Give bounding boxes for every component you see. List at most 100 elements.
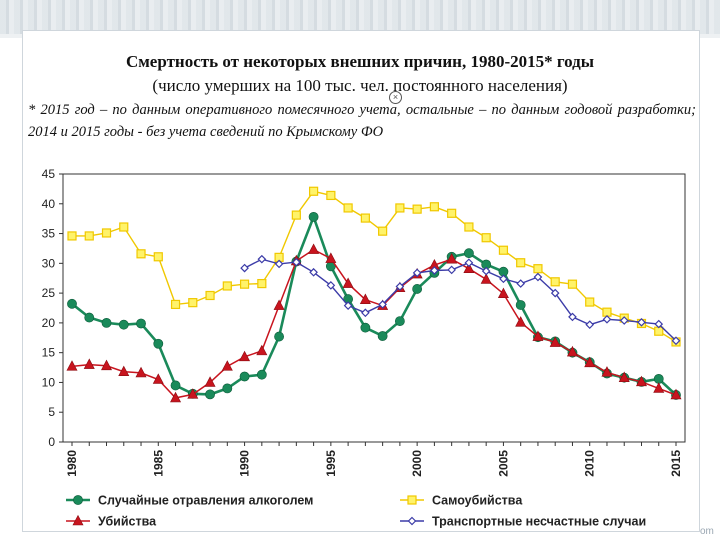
data-point (205, 290, 215, 301)
data-point (67, 298, 77, 309)
data-point (463, 262, 475, 273)
data-point (653, 382, 665, 393)
data-point (407, 516, 417, 526)
data-point (670, 388, 682, 400)
data-point (343, 203, 353, 213)
data-point (257, 254, 267, 264)
data-point (447, 208, 457, 218)
data-point (152, 373, 164, 384)
x-tick-label: 2005 (496, 450, 510, 477)
data-point (533, 272, 543, 282)
data-point (395, 203, 405, 213)
data-point (359, 293, 371, 304)
y-tick-label: 30 (42, 256, 56, 270)
close-circle-icon[interactable]: × (389, 91, 402, 104)
data-point (101, 359, 113, 371)
legend-label: Убийства (98, 515, 157, 529)
legend-label: Случайные отравления алкоголем (98, 494, 313, 508)
data-point (170, 380, 181, 391)
data-point (515, 316, 527, 327)
x-tick-label: 2010 (583, 450, 597, 477)
y-tick-label: 20 (42, 316, 56, 330)
data-point (325, 252, 337, 263)
data-point (446, 253, 458, 264)
data-point (497, 287, 509, 299)
data-point (394, 316, 405, 327)
data-point (481, 233, 491, 243)
data-point (153, 252, 163, 262)
data-point (407, 495, 417, 505)
data-point (309, 186, 319, 196)
data-point (654, 319, 664, 329)
watermark-text: om (700, 526, 714, 537)
data-point (66, 360, 78, 371)
data-point (566, 345, 578, 357)
data-point (308, 243, 320, 254)
data-point (274, 259, 284, 269)
data-point (671, 336, 681, 346)
data-point (118, 319, 129, 330)
chart-subtitle: (число умерших на 100 тыс. чел. постоянн… (152, 76, 568, 95)
data-point (205, 389, 215, 400)
data-point (653, 373, 664, 384)
data-point (464, 248, 474, 259)
data-point (222, 383, 233, 394)
data-point (73, 495, 83, 505)
data-point (619, 316, 629, 325)
data-point (83, 358, 95, 369)
data-point (256, 369, 267, 380)
x-tick-label: 2000 (410, 450, 424, 477)
data-point (204, 376, 216, 387)
data-point (239, 279, 250, 289)
y-tick-label: 40 (42, 197, 56, 211)
legend-label: Самоубийства (432, 494, 523, 508)
data-point (119, 222, 129, 232)
data-point (101, 317, 112, 328)
data-point (360, 213, 370, 223)
data-point (136, 318, 146, 329)
chart-footnote: * 2015 год – по данным оперативного поме… (28, 102, 696, 140)
x-tick-label: 1995 (324, 450, 338, 477)
legend-label: Транспортные несчастные случаи (432, 515, 646, 529)
data-point (378, 300, 387, 309)
data-point (550, 277, 560, 287)
data-point (274, 331, 284, 342)
x-tick-label: 1990 (238, 450, 252, 477)
data-point (550, 288, 560, 298)
data-point (291, 210, 301, 220)
y-tick-label: 0 (48, 435, 55, 449)
data-point (464, 258, 474, 268)
data-point (412, 268, 422, 278)
data-point (240, 263, 249, 273)
data-point (585, 320, 595, 330)
data-point (464, 222, 474, 232)
data-point (360, 322, 371, 333)
data-point (342, 277, 354, 288)
data-point (291, 257, 301, 267)
data-point (187, 388, 199, 399)
data-point (378, 226, 388, 236)
data-point (412, 284, 423, 294)
data-point (567, 279, 578, 289)
data-point (239, 371, 250, 382)
data-point (343, 301, 353, 310)
data-point (395, 282, 405, 291)
data-point (135, 366, 147, 378)
data-point (222, 281, 232, 291)
data-point (239, 350, 251, 362)
y-tick-label: 5 (48, 405, 55, 419)
data-point (635, 375, 647, 387)
data-point (84, 231, 94, 241)
data-point (481, 266, 491, 276)
data-point (568, 312, 577, 322)
data-point (153, 338, 164, 349)
data-point (256, 344, 268, 356)
data-point (326, 190, 336, 201)
data-point (257, 278, 267, 289)
data-point (601, 366, 613, 377)
data-point (136, 249, 146, 259)
data-point (170, 391, 182, 403)
data-point (361, 308, 370, 318)
y-tick-label: 35 (42, 227, 56, 241)
